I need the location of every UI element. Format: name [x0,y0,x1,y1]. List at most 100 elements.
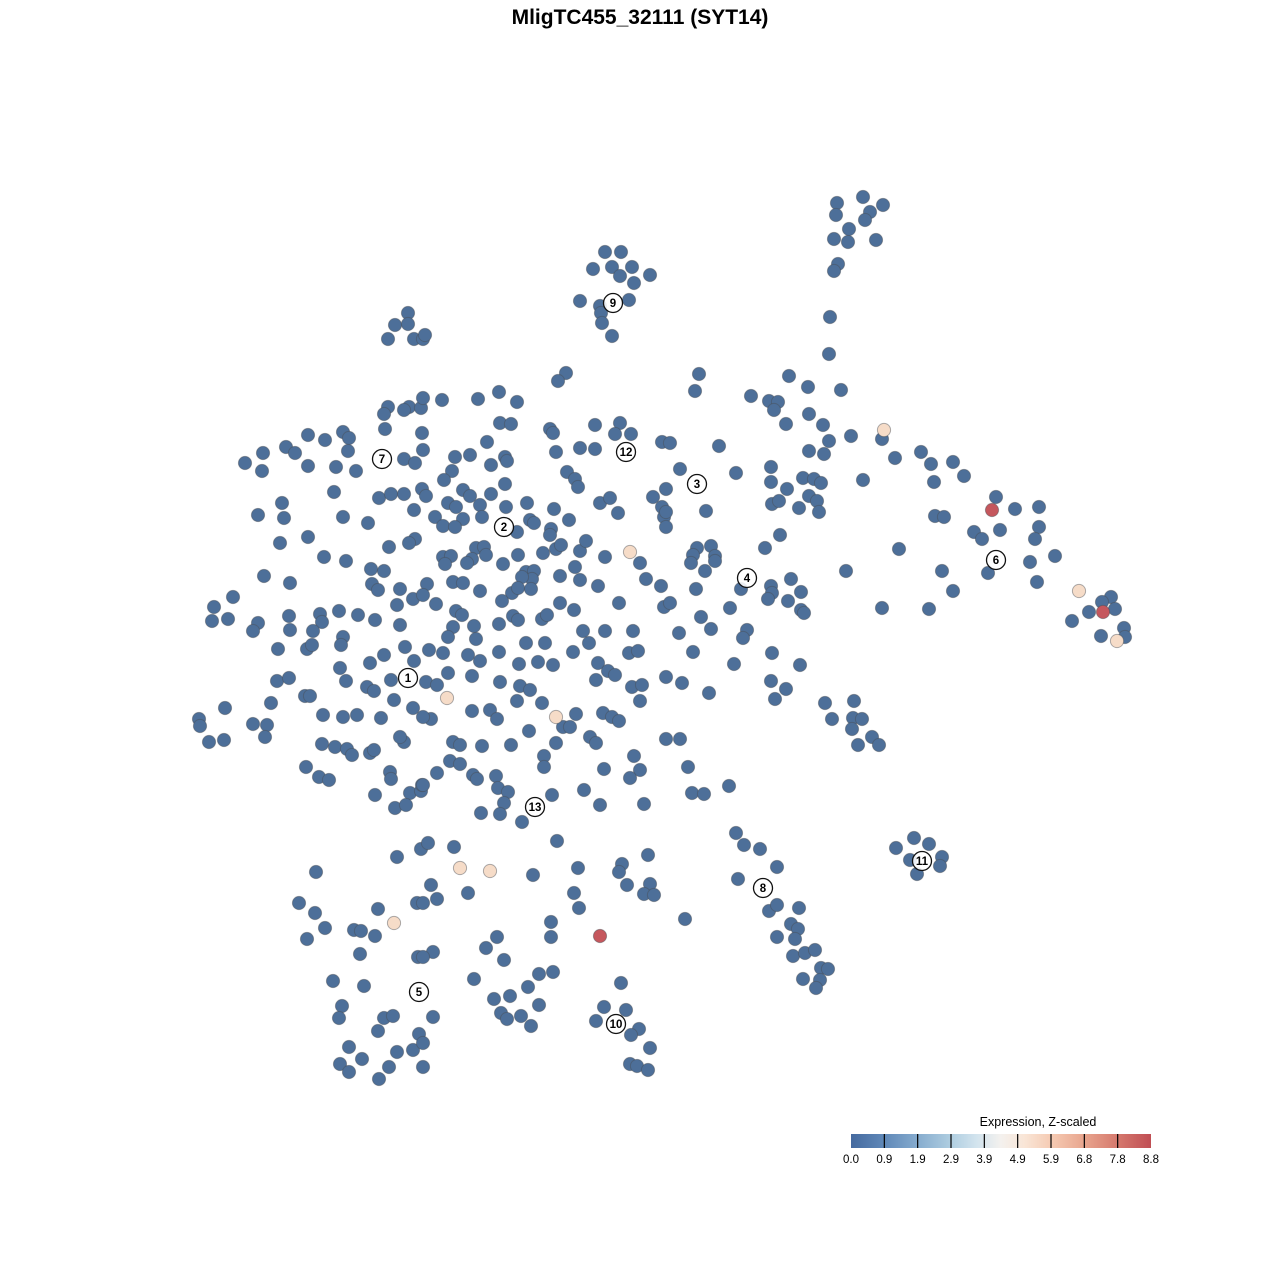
data-point [237,455,253,471]
data-point [728,825,744,841]
data-point [646,887,662,903]
data-point [373,710,389,726]
data-point [300,458,316,474]
data-point [440,629,456,645]
data-point [936,509,952,525]
data-point [418,488,434,504]
data-point [871,737,887,753]
data-point [531,997,547,1013]
data-point [389,1044,405,1060]
data-point [486,991,502,1007]
data-point [316,549,332,565]
data-point-highlight [876,422,892,438]
data-point [642,267,658,283]
data-point [662,435,678,451]
data-point [489,711,505,727]
data-point [672,461,688,477]
data-point [300,427,316,443]
cluster-label-12: 12 [615,441,637,463]
data-point [332,1056,348,1072]
data-point [281,608,297,624]
data-point [510,547,526,563]
data-point [838,563,854,579]
cluster-label-8: 8 [752,877,774,899]
cluster-label-circle [524,796,546,818]
data-point [685,644,701,660]
data-point [576,782,592,798]
data-point [572,543,588,559]
data-point [921,836,937,852]
cluster-label-circle [736,567,758,589]
data-point [543,929,559,945]
data-point [562,719,578,735]
data-point [511,656,527,672]
data-point [548,444,564,460]
data-point [269,673,285,689]
data-point [444,463,460,479]
data-point [387,317,403,333]
data-point [491,616,507,632]
data-point [317,432,333,448]
data-point [1027,531,1043,547]
data-point [662,595,678,611]
data-point [317,920,333,936]
data-point [653,578,669,594]
data-point [800,379,816,395]
data-point [597,623,613,639]
legend-title: Expression, Z-scaled [980,1115,1097,1129]
cluster-label-number: 8 [760,883,767,895]
data-point [923,456,939,472]
data-point [624,259,640,275]
data-point [366,742,382,758]
data-point [356,978,372,994]
data-point [769,929,785,945]
cluster-label-number: 12 [620,447,633,459]
data-point [415,390,431,406]
data-point [771,493,787,509]
data-point [826,263,842,279]
data-point [687,383,703,399]
data-point [338,553,354,569]
data-point [769,897,785,913]
data-point [472,583,488,599]
data-point [435,518,451,534]
legend-tick-label: 3.9 [976,1154,992,1166]
data-point [945,583,961,599]
data-point [499,1011,515,1027]
data-point [478,940,494,956]
data-point [420,835,436,851]
data-point [415,895,431,911]
data-point [307,905,323,921]
data-point [397,639,413,655]
data-point [325,973,341,989]
data-point [693,609,709,625]
data-point [328,459,344,475]
data-point [545,657,561,673]
data-point [542,527,558,543]
data-point [334,998,350,1014]
data-point [216,732,232,748]
data-point [623,426,639,442]
data-point [726,656,742,672]
data-point [932,858,948,874]
data-point [417,327,433,343]
data-point [780,593,796,609]
data-point [735,630,751,646]
data-point [360,515,376,531]
cluster-label-4: 4 [736,567,758,589]
data-point [811,504,827,520]
data-point [352,946,368,962]
data-point [341,1039,357,1055]
data-point [612,415,628,431]
data-point [826,231,842,247]
data-point [534,695,550,711]
data-point [299,931,315,947]
data-point [389,597,405,613]
data-point [370,901,386,917]
data-point [575,623,591,639]
data-point [331,603,347,619]
cluster-label-circle [397,667,419,689]
data-point [558,365,574,381]
